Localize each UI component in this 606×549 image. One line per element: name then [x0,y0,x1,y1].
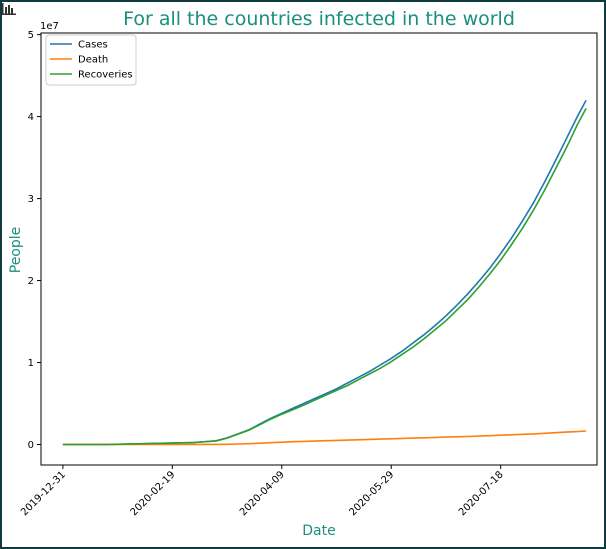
legend-label: Cases [78,40,108,51]
x-axis-label: Date [302,523,335,539]
series-line-death [62,430,587,446]
legend-box [45,34,137,86]
y-tick-label: 1 [28,358,34,369]
x-tick-label: 2020-05-29 [347,469,396,518]
x-tick-label: 2020-04-09 [238,469,287,518]
y-offset-label: 1e7 [40,21,59,32]
plot-area [40,32,598,466]
y-axis-label: People [8,227,24,274]
y-tick-label: 0 [28,440,34,451]
y-tick-label: 2 [28,276,34,287]
series-line-cases [62,99,587,446]
y-tick-label: 4 [28,112,34,123]
series-lines [62,99,587,446]
x-tick-label: 2020-02-19 [129,469,178,518]
bar-chart-icon[interactable] [2,3,16,15]
x-tick-label: 2020-07-18 [457,469,506,518]
y-tick-label: 5 [28,30,34,41]
legend-label: Death [78,55,108,66]
legend: Cases Death Recoveries [45,34,137,86]
series-line-recoveries [62,108,587,446]
chart-title: For all the countries infected in the wo… [123,8,515,30]
legend-label: Recoveries [78,70,133,81]
x-tick-label: 2019-12-31 [19,469,68,518]
y-tick-label: 3 [28,194,34,205]
